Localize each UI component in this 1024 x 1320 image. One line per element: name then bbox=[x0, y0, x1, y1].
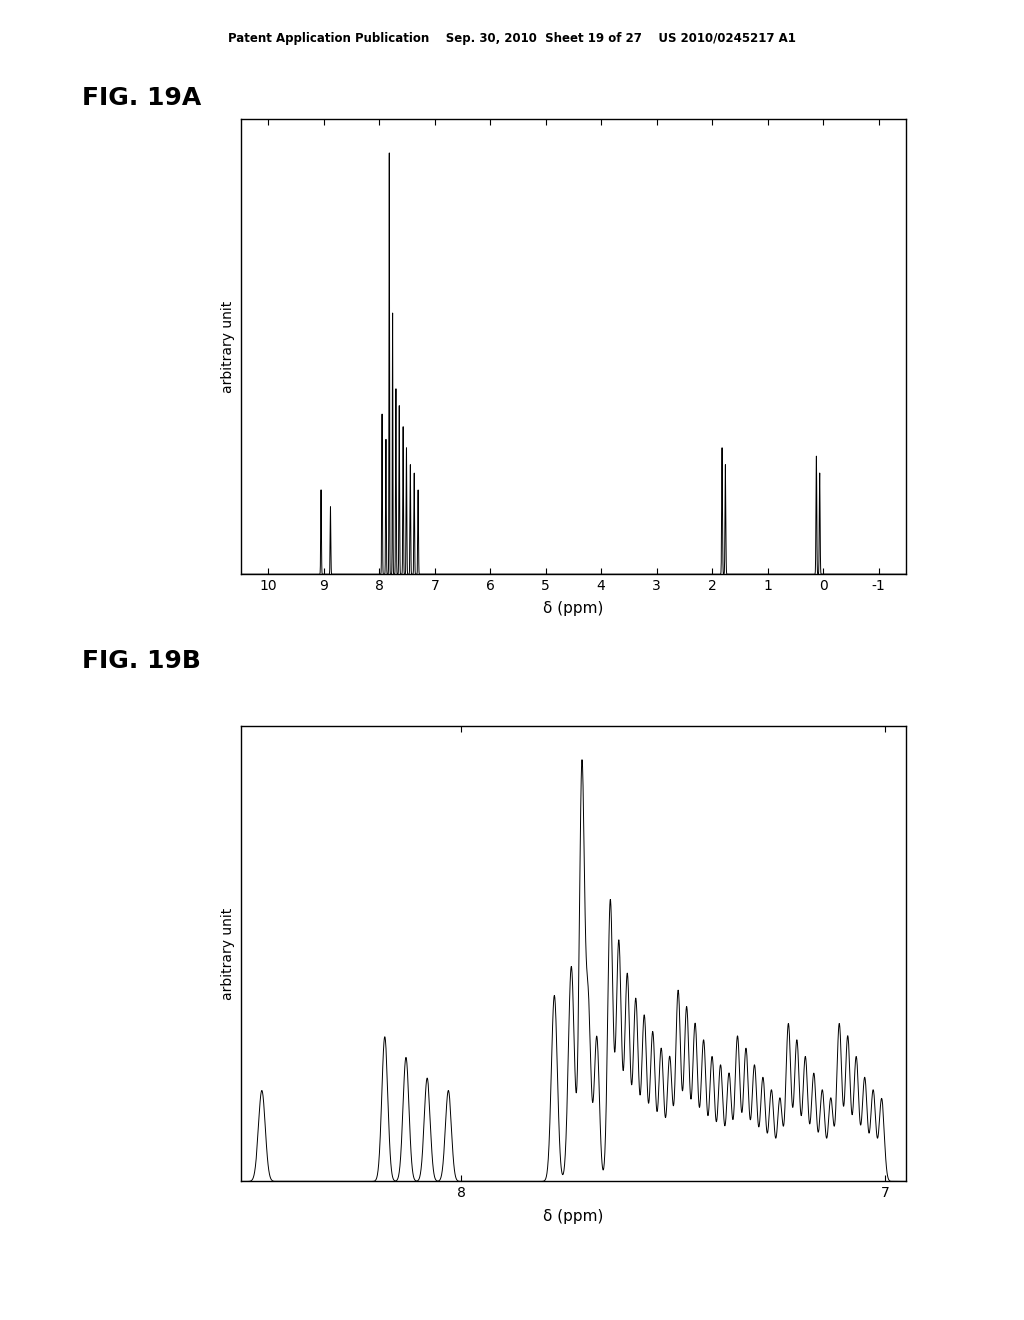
Text: FIG. 19B: FIG. 19B bbox=[82, 649, 201, 673]
Text: FIG. 19A: FIG. 19A bbox=[82, 86, 201, 110]
Text: Patent Application Publication    Sep. 30, 2010  Sheet 19 of 27    US 2010/02452: Patent Application Publication Sep. 30, … bbox=[228, 32, 796, 45]
X-axis label: δ (ppm): δ (ppm) bbox=[544, 1209, 603, 1224]
X-axis label: δ (ppm): δ (ppm) bbox=[544, 602, 603, 616]
Y-axis label: arbitrary unit: arbitrary unit bbox=[221, 908, 236, 999]
Y-axis label: arbitrary unit: arbitrary unit bbox=[221, 301, 236, 392]
